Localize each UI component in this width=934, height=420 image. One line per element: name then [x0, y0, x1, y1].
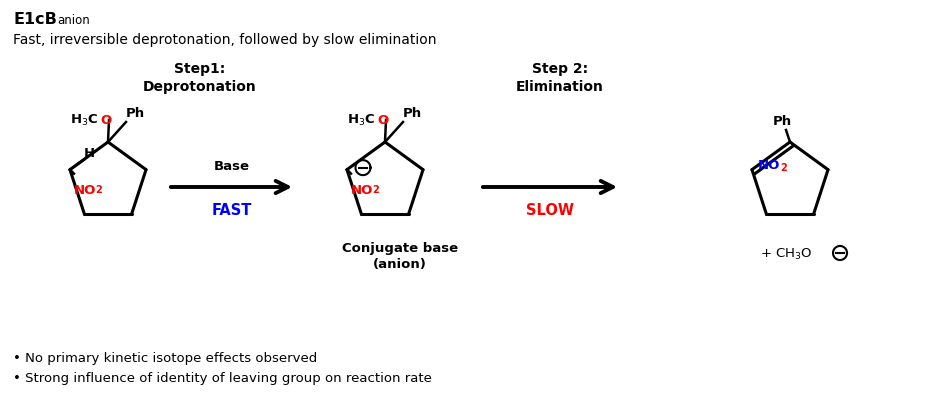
Text: Fast, irreversible deprotonation, followed by slow elimination: Fast, irreversible deprotonation, follow…: [13, 33, 436, 47]
Text: O: O: [377, 113, 389, 126]
Text: Ph: Ph: [403, 107, 422, 120]
Text: Conjugate base
(anion): Conjugate base (anion): [342, 242, 458, 271]
Text: Base: Base: [214, 160, 249, 173]
Text: E1cB: E1cB: [13, 12, 57, 27]
Text: • No primary kinetic isotope effects observed: • No primary kinetic isotope effects obs…: [13, 352, 318, 365]
Text: H: H: [84, 147, 95, 160]
Text: • Strong influence of identity of leaving group on reaction rate: • Strong influence of identity of leavin…: [13, 372, 432, 385]
Text: + CH$_3$O: + CH$_3$O: [760, 247, 813, 262]
Text: NO: NO: [351, 184, 374, 197]
Text: anion: anion: [57, 14, 90, 27]
Text: H$_3$C: H$_3$C: [70, 113, 98, 128]
Text: Step1:
Deprotonation: Step1: Deprotonation: [143, 62, 257, 94]
Text: 2: 2: [780, 163, 786, 173]
Text: FAST: FAST: [211, 203, 251, 218]
Text: H$_3$C: H$_3$C: [347, 113, 375, 128]
Text: Ph: Ph: [126, 107, 145, 120]
Text: 2: 2: [95, 185, 102, 194]
Text: Step 2:
Elimination: Step 2: Elimination: [517, 62, 604, 94]
Text: Ph: Ph: [772, 115, 791, 128]
Text: NO: NO: [758, 159, 780, 172]
Text: NO: NO: [74, 184, 96, 197]
Text: SLOW: SLOW: [526, 203, 574, 218]
Text: 2: 2: [372, 185, 378, 194]
Text: O: O: [100, 113, 111, 126]
